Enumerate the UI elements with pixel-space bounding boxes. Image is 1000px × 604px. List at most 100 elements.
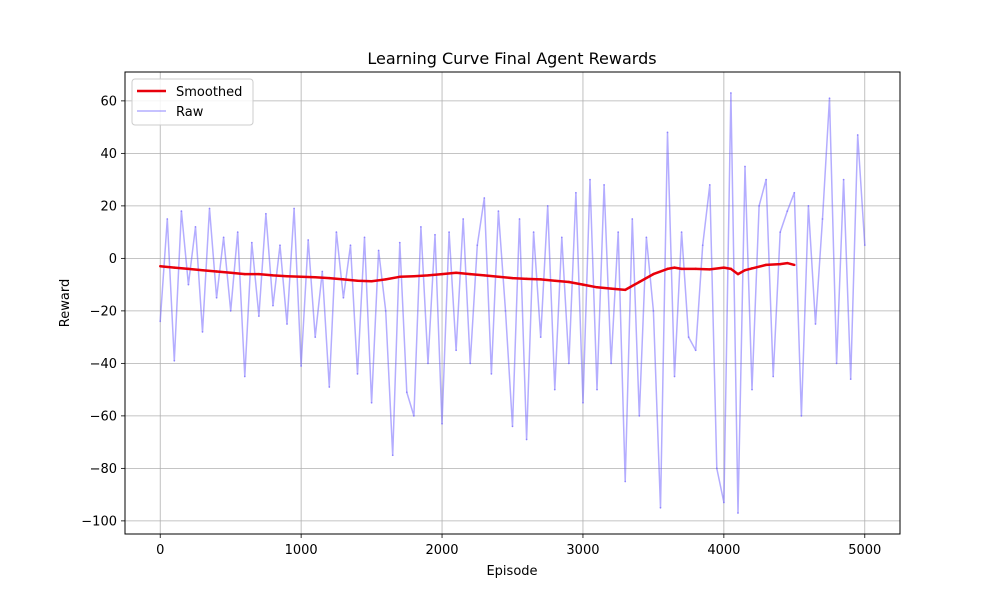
raw-point [370, 401, 373, 404]
series-layer [159, 92, 866, 514]
raw-point [490, 372, 493, 375]
raw-point [159, 320, 162, 323]
x-tick-label: 5000 [848, 543, 881, 558]
raw-point [420, 225, 422, 228]
smoothed-point [159, 265, 162, 268]
raw-point [293, 207, 295, 210]
raw-point [300, 365, 303, 367]
smoothed-point [595, 286, 599, 289]
raw-point [441, 422, 443, 425]
x-tick-label: 1000 [285, 543, 318, 558]
raw-point [356, 372, 359, 375]
raw-point [187, 283, 190, 286]
raw-point [222, 236, 225, 239]
raw-point [631, 218, 634, 220]
y-tick-label: −40 [90, 357, 117, 372]
raw-point [321, 270, 324, 273]
smoothed-point [525, 277, 528, 281]
smoothed-point [370, 280, 373, 283]
raw-point [624, 480, 627, 483]
smoothed-point [666, 267, 669, 271]
raw-point [575, 191, 577, 194]
smoothed-point [750, 267, 754, 270]
smoothed-point [736, 272, 740, 276]
raw-point [342, 296, 345, 299]
raw-point [229, 309, 232, 312]
smoothed-point [398, 275, 401, 278]
smoothed-point [426, 274, 430, 277]
raw-point [701, 244, 704, 247]
smoothed-point [652, 272, 655, 276]
raw-point [532, 231, 535, 234]
raw-point [265, 212, 267, 215]
raw-point [243, 375, 246, 378]
raw-point [455, 349, 458, 352]
raw-point [730, 92, 732, 94]
smoothed-point [469, 272, 472, 276]
raw-point [694, 349, 697, 352]
smoothed-point [229, 271, 232, 275]
legend-label-smoothed: Smoothed [176, 85, 242, 100]
smoothed-point [201, 268, 204, 272]
raw-point [257, 315, 260, 318]
smoothed-point [497, 275, 500, 278]
raw-point [687, 336, 690, 339]
smoothed-point [440, 272, 444, 276]
raw-point [462, 218, 465, 220]
smoothed-point [271, 274, 275, 277]
raw-point [779, 231, 782, 234]
raw-point [765, 178, 768, 181]
raw-point [511, 425, 514, 428]
raw-point [863, 244, 866, 247]
raw-point [250, 241, 253, 244]
raw-point [737, 512, 739, 514]
raw-point [497, 210, 500, 213]
legend: Smoothed Raw [131, 78, 254, 126]
legend-label-raw: Raw [176, 105, 204, 120]
smoothed-point [743, 268, 747, 272]
raw-point [849, 378, 852, 381]
smoothed-point [722, 266, 726, 269]
smoothed-point [680, 267, 683, 271]
raw-point [391, 454, 394, 457]
series-line-smoothed [160, 261, 795, 292]
raw-point [842, 178, 845, 181]
ticks: 0 1000 2000 3000 4000 5000 −100 −80 −60 −40 −20 0 20… [81, 94, 881, 558]
raw-point [814, 323, 817, 325]
y-tick-label: 0 [109, 252, 117, 267]
smoothed-point [328, 276, 331, 280]
x-axis-label: Episode [486, 564, 537, 579]
raw-point [286, 323, 288, 325]
y-tick-label: −100 [81, 514, 117, 529]
raw-point [518, 218, 521, 220]
raw-point [751, 388, 753, 391]
raw-point [828, 97, 831, 100]
raw-point [469, 362, 472, 365]
raw-point [645, 236, 648, 239]
raw-point [744, 165, 746, 168]
raw-point [610, 362, 613, 365]
raw-point [173, 359, 176, 362]
raw-point [398, 241, 401, 244]
raw-point [715, 467, 718, 470]
raw-point [166, 218, 169, 220]
raw-point [596, 388, 598, 391]
raw-point [328, 386, 331, 388]
smoothed-point [553, 279, 556, 282]
raw-point [560, 236, 563, 239]
raw-point [652, 309, 655, 312]
smoothed-point [483, 274, 486, 277]
raw-point [856, 134, 859, 136]
raw-point [335, 231, 338, 234]
raw-point [412, 414, 415, 417]
smoothed-point [257, 272, 261, 276]
raw-point [821, 218, 824, 220]
raw-point [800, 414, 803, 417]
raw-point [666, 131, 669, 134]
raw-point [405, 391, 408, 394]
raw-point [835, 362, 838, 365]
raw-point [434, 233, 436, 236]
raw-point [539, 336, 542, 339]
smoothed-point [356, 279, 359, 282]
raw-point [377, 249, 380, 252]
